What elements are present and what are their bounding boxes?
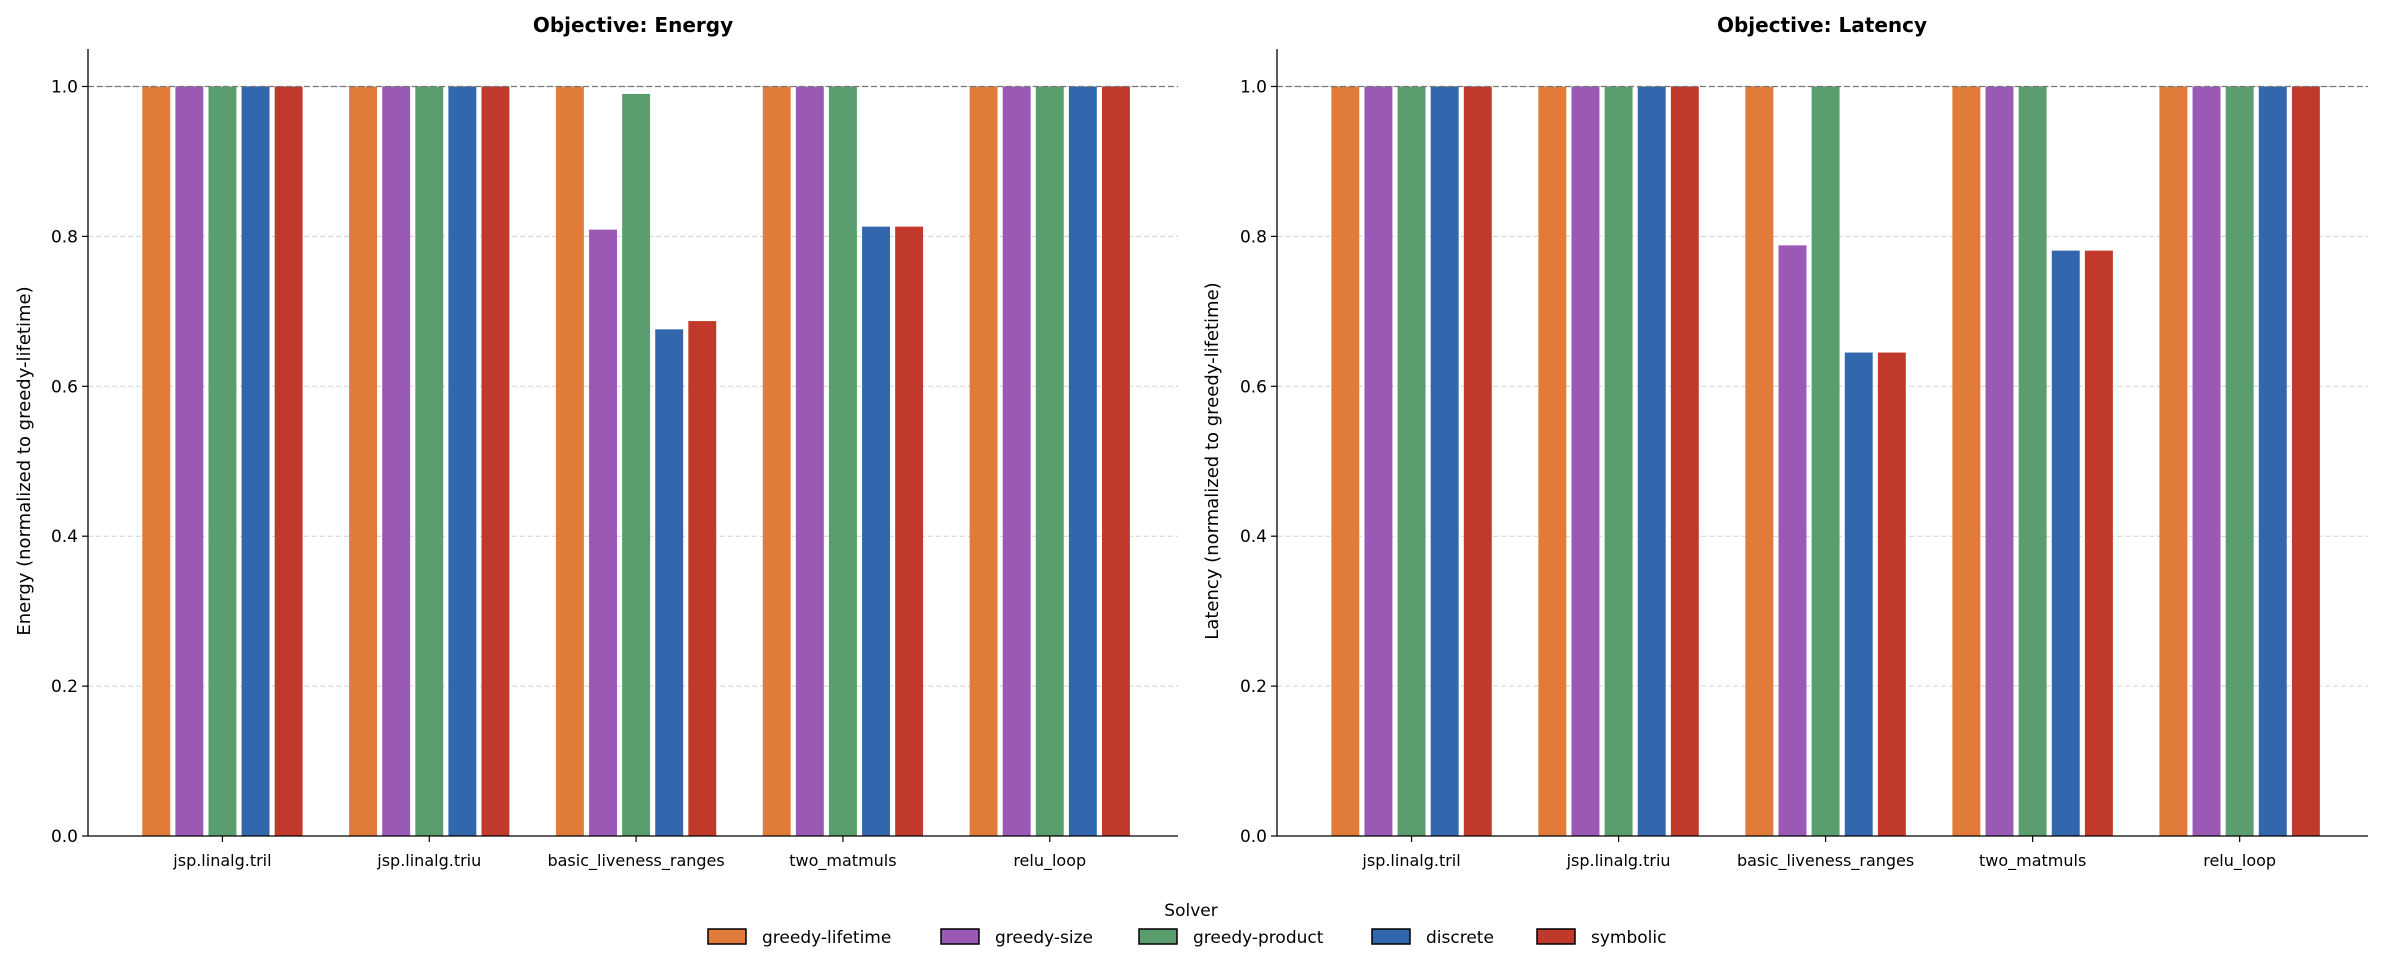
legend-item-discrete: discrete (1371, 928, 1494, 948)
bar-greedy-size-relu_loop: greedy-size: 1 (2192, 86, 2221, 836)
y-tick-label: 0.4 (1240, 527, 1267, 547)
legend-swatch (707, 928, 747, 945)
bar-greedy-size-jsp.linalg.tril: greedy-size: 1 (175, 86, 204, 836)
bar-greedy-size-jsp.linalg.triu: greedy-size: 1 (1571, 86, 1600, 836)
x-tick-label: basic_liveness_ranges (1737, 851, 1914, 871)
bar-greedy-size-basic_liveness_ranges: greedy-size: 0.788 (1778, 245, 1807, 836)
bar-greedy-lifetime-relu_loop: greedy-lifetime: 1 (2159, 86, 2188, 836)
bar-greedy-product-relu_loop: greedy-product: 1 (2225, 86, 2254, 836)
legend-label: symbolic (1591, 928, 1666, 948)
x-tick-label: jsp.linalg.tril (172, 851, 271, 870)
legend-label: discrete (1426, 928, 1494, 948)
bar-greedy-size-two_matmuls: greedy-size: 1 (795, 86, 824, 836)
x-tick-label: relu_loop (2203, 851, 2276, 871)
y-axis-label: Latency (normalized to greedy-lifetime) (1202, 282, 1223, 639)
bar-greedy-lifetime-relu_loop: greedy-lifetime: 1 (969, 86, 998, 836)
bar-greedy-product-jsp.linalg.tril: greedy-product: 1 (208, 86, 237, 836)
bar-greedy-lifetime-jsp.linalg.triu: greedy-lifetime: 1 (1538, 86, 1567, 836)
y-tick-label: 0.4 (51, 527, 78, 547)
x-tick-label: two_matmuls (789, 851, 896, 871)
bar-symbolic-jsp.linalg.tril: symbolic: 1 (1463, 86, 1492, 836)
bar-greedy-product-jsp.linalg.tril: greedy-product: 1 (1397, 86, 1426, 836)
x-tick-label: jsp.linalg.triu (1566, 851, 1671, 870)
bar-greedy-product-basic_liveness_ranges: greedy-product: 1 (1811, 86, 1840, 836)
legend-label: greedy-size (995, 928, 1093, 948)
y-tick-label: 1.0 (1240, 77, 1267, 97)
bar-greedy-product-jsp.linalg.triu: greedy-product: 1 (415, 86, 444, 836)
bar-greedy-product-two_matmuls: greedy-product: 1 (828, 86, 857, 836)
bar-greedy-product-basic_liveness_ranges: greedy-product: 0.99 (622, 93, 651, 836)
bar-symbolic-basic_liveness_ranges: symbolic: 0.645 (1877, 352, 1906, 836)
x-tick-label: two_matmuls (1979, 851, 2086, 871)
y-tick-label: 0.2 (51, 677, 78, 697)
bar-discrete-jsp.linalg.tril: discrete: 1 (241, 86, 270, 836)
x-tick-label: jsp.linalg.tril (1361, 851, 1460, 870)
legend-item-greedy-lifetime: greedy-lifetime (707, 928, 891, 948)
y-axis-label: Energy (normalized to greedy-lifetime) (14, 286, 35, 635)
bar-symbolic-basic_liveness_ranges: symbolic: 0.687 (688, 321, 717, 836)
bar-discrete-basic_liveness_ranges: discrete: 0.645 (1844, 352, 1873, 836)
bar-symbolic-two_matmuls: symbolic: 0.813 (895, 226, 924, 836)
y-tick-label: 0.2 (1240, 677, 1267, 697)
y-tick-label: 0.6 (1240, 377, 1267, 397)
legend-title: Solver (1164, 901, 1217, 921)
legend-swatch (1536, 928, 1576, 945)
legend-swatch (1371, 928, 1411, 945)
bar-discrete-relu_loop: discrete: 1 (2258, 86, 2287, 836)
legend-item-greedy-product: greedy-product (1138, 928, 1324, 948)
x-tick-label: jsp.linalg.triu (376, 851, 481, 870)
y-tick-label: 0.8 (1240, 227, 1267, 247)
bar-greedy-lifetime-basic_liveness_ranges: greedy-lifetime: 1 (555, 86, 584, 836)
legend-item-symbolic: symbolic (1536, 928, 1666, 948)
bar-symbolic-relu_loop: symbolic: 1 (1101, 86, 1130, 836)
bar-greedy-product-two_matmuls: greedy-product: 1 (2018, 86, 2047, 836)
x-tick-label: relu_loop (1013, 851, 1086, 871)
bar-discrete-two_matmuls: discrete: 0.781 (2051, 250, 2080, 837)
bar-greedy-size-jsp.linalg.triu: greedy-size: 1 (382, 86, 411, 836)
bar-symbolic-jsp.linalg.triu: symbolic: 1 (481, 86, 510, 836)
bar-symbolic-two_matmuls: symbolic: 0.781 (2084, 250, 2113, 837)
bar-greedy-lifetime-jsp.linalg.triu: greedy-lifetime: 1 (349, 86, 378, 836)
bar-greedy-size-two_matmuls: greedy-size: 1 (1985, 86, 2014, 836)
legend: Solver greedy-lifetime greedy-size greedy-… (707, 901, 1666, 948)
bar-greedy-size-relu_loop: greedy-size: 1 (1002, 86, 1031, 836)
chart-title: Objective: Energy (533, 13, 733, 37)
bar-discrete-two_matmuls: discrete: 0.813 (862, 226, 890, 836)
y-tick-label: 0.0 (51, 827, 78, 847)
bar-greedy-product-relu_loop: greedy-product: 1 (1035, 86, 1064, 836)
bar-greedy-lifetime-basic_liveness_ranges: greedy-lifetime: 1 (1745, 86, 1774, 836)
bar-greedy-size-jsp.linalg.tril: greedy-size: 1 (1364, 86, 1393, 836)
bar-greedy-size-basic_liveness_ranges: greedy-size: 0.809 (589, 229, 617, 836)
bar-discrete-relu_loop: discrete: 1 (1068, 86, 1097, 836)
bar-discrete-jsp.linalg.triu: discrete: 1 (1637, 86, 1666, 836)
bar-discrete-basic_liveness_ranges: discrete: 0.676 (655, 329, 684, 836)
legend-label: greedy-lifetime (762, 928, 891, 948)
bar-greedy-lifetime-jsp.linalg.tril: greedy-lifetime: 1 (142, 86, 171, 836)
legend-swatch (1138, 928, 1178, 945)
legend-label: greedy-product (1193, 928, 1324, 948)
latency-chart-panel: Objective: Latency Latency (normalized t… (1202, 13, 2368, 871)
bar-greedy-product-jsp.linalg.triu: greedy-product: 1 (1604, 86, 1633, 836)
bar-discrete-jsp.linalg.triu: discrete: 1 (448, 86, 477, 836)
bar-symbolic-jsp.linalg.triu: symbolic: 1 (1670, 86, 1699, 836)
energy-chart-panel: Objective: Energy Energy (normalized to … (14, 13, 1178, 871)
bar-discrete-jsp.linalg.tril: discrete: 1 (1430, 86, 1459, 836)
y-tick-label: 0.8 (51, 227, 78, 247)
chart-title: Objective: Latency (1717, 13, 1927, 37)
y-tick-label: 0.6 (51, 377, 78, 397)
bar-greedy-lifetime-two_matmuls: greedy-lifetime: 1 (1952, 86, 1981, 836)
legend-item-greedy-size: greedy-size (940, 928, 1093, 948)
bar-symbolic-jsp.linalg.tril: symbolic: 1 (274, 86, 303, 836)
y-tick-label: 1.0 (51, 77, 78, 97)
bar-symbolic-relu_loop: symbolic: 1 (2291, 86, 2320, 836)
x-tick-label: basic_liveness_ranges (547, 851, 724, 871)
legend-swatch (940, 928, 980, 945)
y-tick-label: 0.0 (1240, 827, 1267, 847)
bar-greedy-lifetime-two_matmuls: greedy-lifetime: 1 (762, 86, 791, 836)
bar-greedy-lifetime-jsp.linalg.tril: greedy-lifetime: 1 (1331, 86, 1360, 836)
